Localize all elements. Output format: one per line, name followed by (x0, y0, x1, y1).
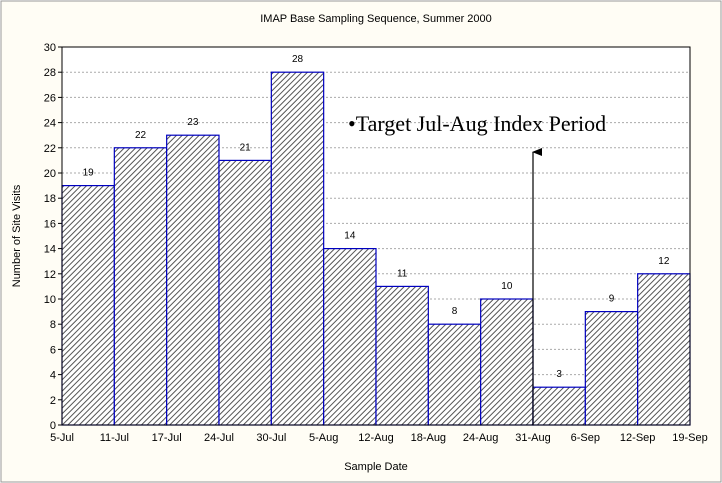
data-label: 21 (240, 142, 252, 153)
x-tick-label: 5-Jul (50, 432, 74, 444)
y-tick-label: 12 (44, 269, 56, 281)
bar (61, 185, 115, 426)
x-tick-label: 30-Jul (256, 432, 286, 444)
x-tick-label: 24-Aug (463, 432, 498, 444)
x-tick-label: 12-Sep (620, 432, 655, 444)
bar (584, 311, 639, 426)
data-label: 8 (452, 306, 458, 317)
y-tick-label: 8 (50, 319, 56, 331)
y-tick-label: 30 (44, 42, 56, 54)
y-tick-label: 6 (50, 344, 56, 356)
x-tick-label: 31-Aug (515, 432, 550, 444)
data-label: 14 (344, 231, 356, 242)
data-label: 10 (501, 281, 513, 292)
y-tick-label: 4 (50, 370, 56, 382)
x-tick-label: 17-Jul (152, 432, 182, 444)
y-tick-label: 14 (44, 244, 56, 256)
bar (166, 134, 220, 426)
data-label: 11 (397, 268, 408, 279)
x-tick-label: 11-Jul (100, 432, 129, 444)
y-tick-label: 28 (44, 67, 56, 79)
x-axis-label: Sample Date (344, 461, 408, 473)
plot-border (61, 46, 691, 426)
bar (480, 298, 534, 426)
y-tick-label: 24 (44, 118, 56, 130)
data-label: 19 (83, 168, 95, 179)
annotation: •Target Jul-Aug Index Period (348, 111, 606, 136)
chart-title: IMAP Base Sampling Sequence, Summer 2000 (260, 13, 492, 25)
data-label: 12 (658, 256, 670, 267)
y-tick-label: 18 (44, 193, 56, 205)
x-tick-label: 12-Aug (358, 432, 393, 444)
bar (375, 285, 429, 426)
y-tick-label: 16 (44, 218, 56, 230)
bar (323, 248, 377, 426)
bar (637, 273, 691, 426)
x-tick-label: 6-Sep (571, 432, 600, 444)
y-tick-label: 22 (44, 143, 56, 155)
y-tick-label: 26 (44, 92, 56, 104)
data-label: 9 (609, 294, 615, 305)
y-tick-label: 20 (44, 168, 56, 180)
x-tick-label: 19-Sep (672, 432, 707, 444)
bar (532, 386, 586, 426)
bar (113, 147, 168, 426)
data-label: 28 (292, 54, 304, 65)
y-tick-label: 10 (44, 294, 56, 306)
y-tick-label: 2 (50, 395, 56, 407)
data-label: 22 (135, 130, 147, 141)
data-label: 23 (187, 117, 199, 128)
y-tick-label: 0 (50, 420, 56, 432)
y-axis-label: Number of Site Visits (11, 184, 23, 287)
x-tick-label: 5-Aug (309, 432, 338, 444)
x-tick-label: 18-Aug (411, 432, 446, 444)
data-label: 3 (556, 369, 562, 380)
x-tick-label: 24-Jul (204, 432, 234, 444)
bar (270, 71, 325, 426)
bar (218, 159, 272, 426)
bar (427, 323, 482, 426)
